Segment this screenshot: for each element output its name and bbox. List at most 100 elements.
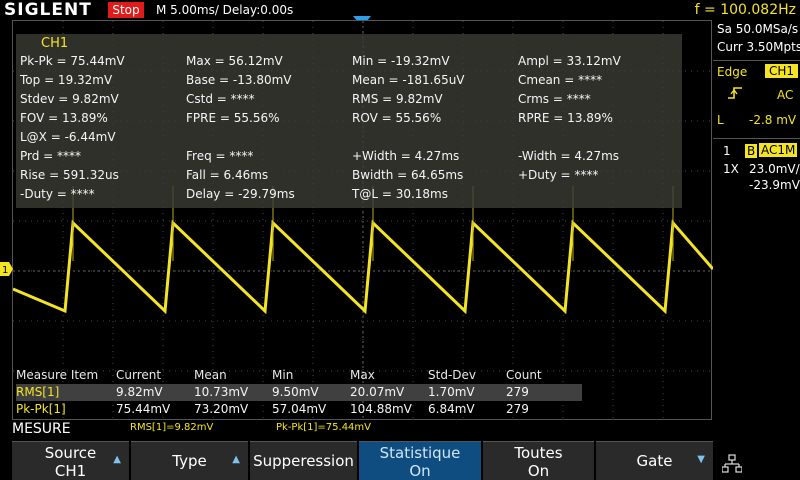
stat-cell: 9.82mV	[116, 385, 163, 399]
probe-attenuation: 1X	[723, 162, 739, 176]
stat-cell: 10.73mV	[194, 385, 249, 399]
right-info-panel: Sa 50.0MSa/s Curr 3.50Mpts Edge CH1 AC L…	[713, 20, 800, 440]
measurement-value: Mean = -181.65uV	[352, 73, 465, 87]
stat-header-count: Count	[506, 368, 542, 382]
channel-coupling[interactable]: AC1M	[759, 143, 798, 157]
divider	[713, 60, 800, 61]
top-status-bar: SIGLENT Stop M 5.00ms/ Delay:0.00s f = 1…	[0, 0, 800, 20]
stat-cell: 9.50mV	[272, 385, 319, 399]
measurement-value: +Width = 4.27ms	[352, 149, 460, 163]
table-row: Pk-Pk[1] 75.44mV 73.20mV 57.04mV 104.88m…	[16, 401, 582, 418]
stat-header-min: Min	[272, 368, 294, 382]
measurement-value: Min = -19.32mV	[352, 54, 450, 68]
stat-cell: 104.88mV	[350, 402, 412, 416]
trigger-level-label: L	[717, 113, 724, 127]
measurement-value: FOV = 13.89%	[20, 111, 108, 125]
measurement-value: +Duty = ****	[518, 168, 599, 182]
measurement-value: Cstd = ****	[186, 92, 255, 106]
softkey-label: Statistique	[379, 444, 461, 462]
measurement-value: Cmean = ****	[518, 73, 603, 87]
up-arrow-icon: ▲	[232, 454, 240, 465]
bandwidth-limit-badge: B	[745, 144, 758, 158]
ch1-waveform-trace	[13, 219, 713, 315]
stat-header-current: Current	[116, 368, 162, 382]
network-icon	[722, 454, 742, 473]
down-arrow-icon: ▼	[697, 454, 705, 465]
softkey-value: On	[527, 462, 550, 480]
measurement-value: FPRE = 55.56%	[186, 111, 280, 125]
frequency-counter: f = 100.082Hz	[694, 2, 796, 18]
measurement-value: Pk-Pk = 75.44mV	[20, 54, 125, 68]
stat-cell: 73.20mV	[194, 402, 249, 416]
softkey-label: Toutes	[514, 444, 563, 462]
measurement-value: Freq = ****	[186, 149, 254, 163]
stat-cell: 279	[506, 402, 529, 416]
up-arrow-icon: ▲	[113, 454, 121, 465]
trigger-source[interactable]: CH1	[765, 64, 799, 78]
type-softkey[interactable]: Type ▲	[131, 441, 248, 480]
measurement-value: L@X = -6.44mV	[20, 130, 116, 144]
measurement-value: Bwidth = 64.65ms	[352, 168, 464, 182]
statistics-table: Measure Item Current Mean Min Max Std-De…	[16, 368, 706, 420]
measurement-value: ROV = 55.56%	[352, 111, 442, 125]
divider	[713, 138, 800, 139]
all-measure-softkey[interactable]: Toutes On	[483, 441, 594, 480]
measurement-value: Crms = ****	[518, 92, 591, 106]
softkey-label: Gate	[636, 452, 673, 470]
measurement-value: RPRE = 13.89%	[518, 111, 613, 125]
stat-cell: 75.44mV	[116, 402, 171, 416]
stat-header-stddev: Std-Dev	[428, 368, 476, 382]
volts-per-div[interactable]: 23.0mV/	[749, 162, 800, 176]
timebase-readout[interactable]: M 5.00ms/ Delay:0.00s	[156, 3, 294, 17]
stat-cell: RMS[1]	[16, 385, 60, 399]
stat-header-item: Measure Item	[16, 368, 99, 382]
measurement-value: T@L = 30.18ms	[352, 187, 448, 201]
measurement-value: Stdev = 9.82mV	[20, 92, 119, 106]
stat-header-max: Max	[350, 368, 375, 382]
measurement-value: Ampl = 33.12mV	[518, 54, 621, 68]
softkey-label: Supperession	[253, 452, 354, 470]
stat-cell: 279	[506, 385, 529, 399]
stat-cell: Pk-Pk[1]	[16, 402, 66, 416]
channel-number[interactable]: 1	[723, 144, 731, 158]
measurement-value: -Width = 4.27ms	[518, 149, 620, 163]
table-row: RMS[1] 9.82mV 10.73mV 9.50mV 20.07mV 1.7…	[16, 384, 582, 401]
menu-title-bar: MESURE RMS[1]=9.82mV Pk-Pk[1]=75.44mV	[0, 420, 713, 438]
sample-rate: Sa 50.0MSa/s	[717, 22, 799, 36]
hud-rms-readout: RMS[1]=9.82mV	[130, 422, 214, 433]
softkey-label: Source	[44, 444, 97, 462]
stat-cell: 1.70mV	[428, 385, 475, 399]
stat-header-mean: Mean	[194, 368, 227, 382]
measurement-value: Rise = 591.32us	[20, 168, 119, 182]
softkey-bar: Source CH1 ▲ Type ▲ Supperession Statist…	[0, 438, 800, 480]
run-stop-indicator[interactable]: Stop	[108, 2, 144, 18]
channel-offset[interactable]: -23.9mV	[749, 178, 800, 192]
menu-title: MESURE	[12, 421, 71, 437]
memory-depth: Curr 3.50Mpts	[717, 40, 800, 54]
measurement-value: -Duty = ****	[20, 187, 95, 201]
trigger-type[interactable]: Edge	[717, 65, 748, 79]
source-softkey[interactable]: Source CH1 ▲	[12, 441, 129, 480]
stat-cell: 57.04mV	[272, 402, 327, 416]
gate-softkey[interactable]: Gate ▼	[596, 441, 713, 480]
softkey-label: Type	[172, 452, 207, 470]
stat-cell: 20.07mV	[350, 385, 405, 399]
softkey-value: CH1	[54, 462, 87, 480]
measurement-panel: CH1 Pk-Pk = 75.44mV Max = 56.12mV Min = -1…	[16, 34, 682, 208]
measurement-value: Base = -13.80mV	[186, 73, 292, 87]
trigger-level[interactable]: -2.8 mV	[749, 113, 797, 127]
statistics-softkey[interactable]: Statistique On	[359, 441, 481, 480]
measurement-value: Delay = -29.79ms	[186, 187, 295, 201]
softkey-value: On	[409, 462, 431, 480]
measurement-value: Top = 19.32mV	[20, 73, 113, 87]
svg-text:1: 1	[2, 265, 8, 276]
measurement-value: Max = 56.12mV	[186, 54, 283, 68]
brand-logo: SIGLENT	[4, 0, 92, 20]
hud-pkpk-readout: Pk-Pk[1]=75.44mV	[276, 422, 372, 433]
trigger-coupling[interactable]: AC	[777, 88, 794, 102]
suppression-softkey[interactable]: Supperession	[250, 441, 357, 480]
rising-edge-icon	[728, 87, 742, 99]
stat-cell: 6.84mV	[428, 402, 475, 416]
channel-1-marker-icon[interactable]: 1	[0, 262, 14, 276]
measurement-value: RMS = 9.82mV	[352, 92, 443, 106]
